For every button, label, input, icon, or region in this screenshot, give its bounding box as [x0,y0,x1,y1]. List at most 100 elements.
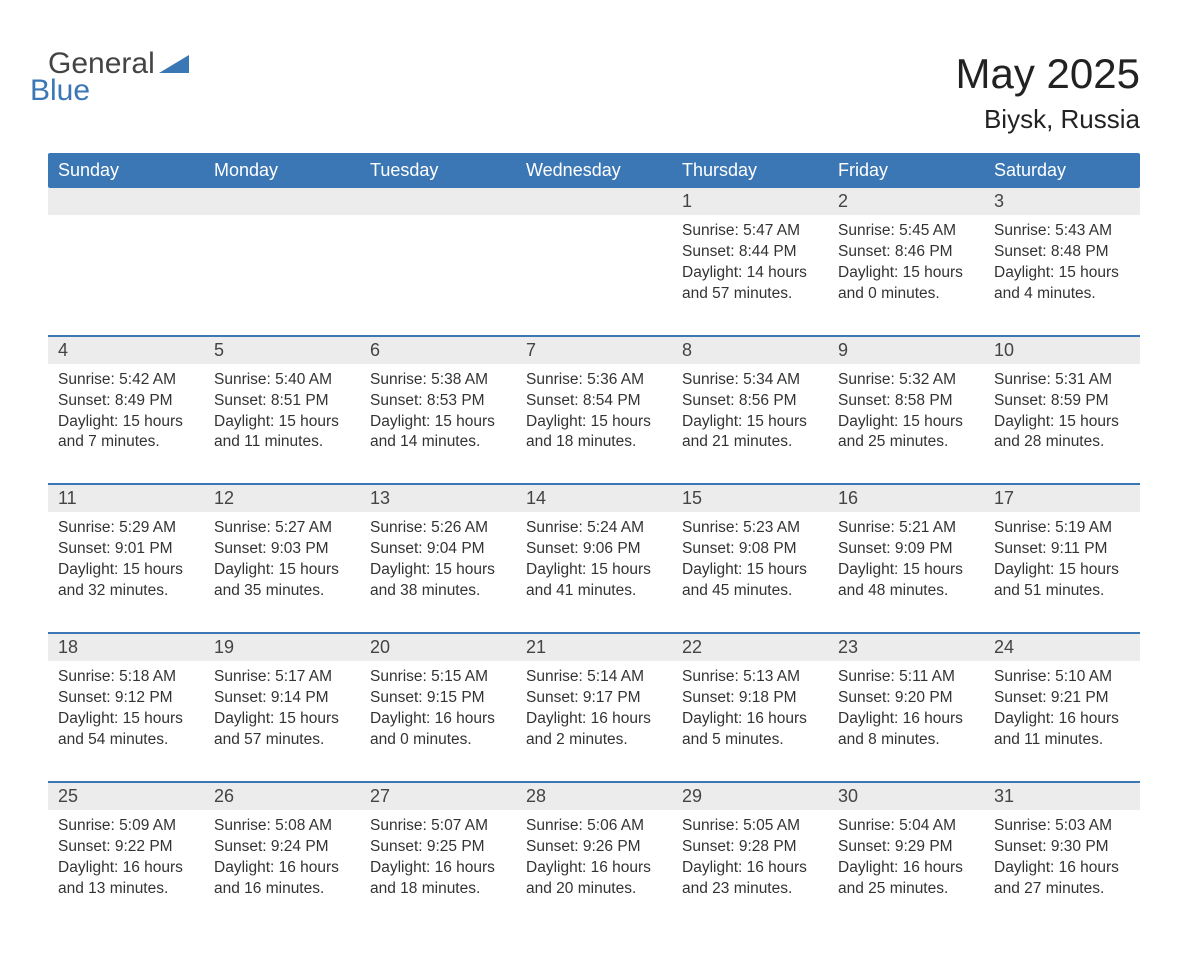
day-number: 5 [204,337,360,364]
sunrise-line: Sunrise: 5:14 AM [526,667,662,688]
daylight-line: Daylight: 16 hours and 11 minutes. [994,709,1130,751]
day-number [360,188,516,215]
day-number: 21 [516,634,672,661]
sunrise-line: Sunrise: 5:32 AM [838,370,974,391]
sunrise-line: Sunrise: 5:45 AM [838,221,974,242]
day-cell: Sunrise: 5:18 AMSunset: 9:12 PMDaylight:… [48,661,204,765]
day-cell: Sunrise: 5:14 AMSunset: 9:17 PMDaylight:… [516,661,672,765]
week-row: 18192021222324Sunrise: 5:18 AMSunset: 9:… [48,632,1140,765]
sunrise-line: Sunrise: 5:17 AM [214,667,350,688]
sunset-line: Sunset: 9:29 PM [838,837,974,858]
daylight-line: Daylight: 16 hours and 16 minutes. [214,858,350,900]
day-cell: Sunrise: 5:38 AMSunset: 8:53 PMDaylight:… [360,364,516,468]
day-number: 12 [204,485,360,512]
sunrise-line: Sunrise: 5:24 AM [526,518,662,539]
brand-text: General Blue [48,50,189,104]
sunset-line: Sunset: 8:44 PM [682,242,818,263]
daylight-line: Daylight: 16 hours and 5 minutes. [682,709,818,751]
day-number: 16 [828,485,984,512]
sunset-line: Sunset: 9:18 PM [682,688,818,709]
sunset-line: Sunset: 8:49 PM [58,391,194,412]
sunrise-line: Sunrise: 5:19 AM [994,518,1130,539]
daylight-line: Daylight: 15 hours and 38 minutes. [370,560,506,602]
day-number: 23 [828,634,984,661]
daylight-line: Daylight: 16 hours and 18 minutes. [370,858,506,900]
page-header: General Blue May 2025 Biysk, Russia [48,50,1140,135]
day-number: 22 [672,634,828,661]
weekday-cell: Saturday [984,153,1140,188]
daylight-line: Daylight: 16 hours and 13 minutes. [58,858,194,900]
day-number: 27 [360,783,516,810]
sunrise-line: Sunrise: 5:42 AM [58,370,194,391]
sunrise-line: Sunrise: 5:08 AM [214,816,350,837]
sunrise-line: Sunrise: 5:29 AM [58,518,194,539]
sunrise-line: Sunrise: 5:40 AM [214,370,350,391]
day-number: 19 [204,634,360,661]
sunset-line: Sunset: 9:24 PM [214,837,350,858]
sunset-line: Sunset: 8:51 PM [214,391,350,412]
day-cell: Sunrise: 5:36 AMSunset: 8:54 PMDaylight:… [516,364,672,468]
sunset-line: Sunset: 9:04 PM [370,539,506,560]
day-cell: Sunrise: 5:21 AMSunset: 9:09 PMDaylight:… [828,512,984,616]
day-cell: Sunrise: 5:40 AMSunset: 8:51 PMDaylight:… [204,364,360,468]
day-cell: Sunrise: 5:09 AMSunset: 9:22 PMDaylight:… [48,810,204,914]
day-number: 25 [48,783,204,810]
weekday-cell: Wednesday [516,153,672,188]
sunset-line: Sunset: 9:20 PM [838,688,974,709]
day-number: 17 [984,485,1140,512]
day-number: 8 [672,337,828,364]
sunset-line: Sunset: 9:15 PM [370,688,506,709]
day-cell: Sunrise: 5:08 AMSunset: 9:24 PMDaylight:… [204,810,360,914]
day-number: 3 [984,188,1140,215]
day-cell: Sunrise: 5:42 AMSunset: 8:49 PMDaylight:… [48,364,204,468]
day-number: 7 [516,337,672,364]
daylight-line: Daylight: 15 hours and 32 minutes. [58,560,194,602]
sunset-line: Sunset: 9:17 PM [526,688,662,709]
day-cell: Sunrise: 5:13 AMSunset: 9:18 PMDaylight:… [672,661,828,765]
daylight-line: Daylight: 15 hours and 48 minutes. [838,560,974,602]
day-cell: Sunrise: 5:45 AMSunset: 8:46 PMDaylight:… [828,215,984,319]
sunset-line: Sunset: 8:46 PM [838,242,974,263]
sunrise-line: Sunrise: 5:23 AM [682,518,818,539]
sunrise-line: Sunrise: 5:06 AM [526,816,662,837]
day-number: 2 [828,188,984,215]
sunrise-line: Sunrise: 5:18 AM [58,667,194,688]
day-cell: Sunrise: 5:05 AMSunset: 9:28 PMDaylight:… [672,810,828,914]
day-number: 9 [828,337,984,364]
day-cell: Sunrise: 5:43 AMSunset: 8:48 PMDaylight:… [984,215,1140,319]
sunrise-line: Sunrise: 5:21 AM [838,518,974,539]
sunrise-line: Sunrise: 5:47 AM [682,221,818,242]
day-cell: Sunrise: 5:23 AMSunset: 9:08 PMDaylight:… [672,512,828,616]
weekday-cell: Tuesday [360,153,516,188]
weekday-cell: Sunday [48,153,204,188]
day-cell: Sunrise: 5:06 AMSunset: 9:26 PMDaylight:… [516,810,672,914]
daylight-line: Daylight: 15 hours and 28 minutes. [994,412,1130,454]
day-number [48,188,204,215]
weekday-cell: Friday [828,153,984,188]
day-cell: Sunrise: 5:27 AMSunset: 9:03 PMDaylight:… [204,512,360,616]
sunset-line: Sunset: 9:28 PM [682,837,818,858]
daylight-line: Daylight: 15 hours and 11 minutes. [214,412,350,454]
month-title: May 2025 [956,50,1140,98]
sunset-line: Sunset: 9:11 PM [994,539,1130,560]
daynum-band: 11121314151617 [48,485,1140,512]
day-number: 30 [828,783,984,810]
day-cell: Sunrise: 5:07 AMSunset: 9:25 PMDaylight:… [360,810,516,914]
daynum-band: 123 [48,188,1140,215]
day-number: 28 [516,783,672,810]
day-number: 29 [672,783,828,810]
day-cell: Sunrise: 5:32 AMSunset: 8:58 PMDaylight:… [828,364,984,468]
sunset-line: Sunset: 9:12 PM [58,688,194,709]
day-cell: Sunrise: 5:17 AMSunset: 9:14 PMDaylight:… [204,661,360,765]
daylight-line: Daylight: 15 hours and 21 minutes. [682,412,818,454]
sunrise-line: Sunrise: 5:36 AM [526,370,662,391]
title-block: May 2025 Biysk, Russia [956,50,1140,135]
location-label: Biysk, Russia [956,104,1140,135]
sunrise-line: Sunrise: 5:03 AM [994,816,1130,837]
day-number: 14 [516,485,672,512]
day-cell: Sunrise: 5:03 AMSunset: 9:30 PMDaylight:… [984,810,1140,914]
day-number: 4 [48,337,204,364]
daylight-line: Daylight: 16 hours and 8 minutes. [838,709,974,751]
sunrise-line: Sunrise: 5:43 AM [994,221,1130,242]
sunset-line: Sunset: 9:22 PM [58,837,194,858]
